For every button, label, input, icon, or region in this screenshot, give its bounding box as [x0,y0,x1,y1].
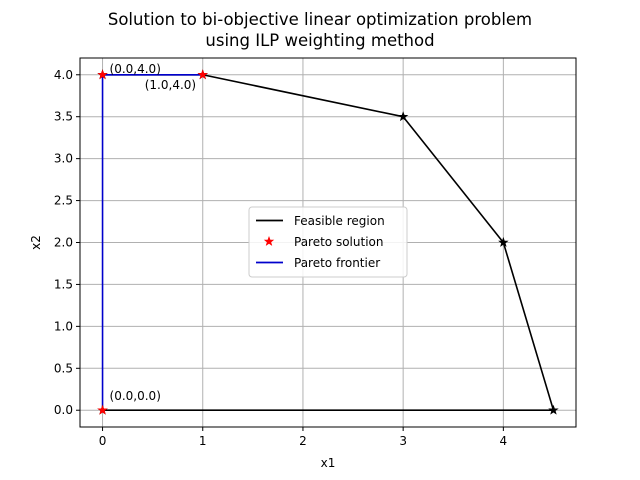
x-axis-title: x1 [321,456,336,470]
y-tick-label: 4.0 [54,68,73,82]
feasible-region-point [397,111,409,122]
legend-swatch [263,236,275,246]
pareto-solution-point [197,69,208,80]
y-tick-label: 2.5 [54,194,73,208]
point-annotation: (0.0,4.0) [110,62,161,76]
feasible-region-point [548,404,559,415]
annotations: (0.0,4.0) (1.0,4.0) (0.0,0.0) [110,62,197,403]
ticks: 0 1 2 3 4 0.0 0.5 1.0 1.5 2.0 2.5 3.0 3.5 4.0 [54,68,507,448]
x-tick-label: 1 [199,434,207,448]
x-tick-label: 3 [399,434,407,448]
x-tick-label: 0 [99,434,107,448]
legend-box [248,206,408,278]
y-tick-label: 3.5 [54,110,73,124]
y-tick-label: 0.5 [54,361,73,375]
title-line: using ILP weighting method [205,31,434,50]
pareto-solution-point [97,404,108,415]
title-line: Solution to bi-objective linear optimiza… [108,10,532,29]
legend-label: Feasible region [294,214,385,228]
y-tick-label: 3.0 [54,152,73,166]
y-tick-label: 1.5 [54,277,73,291]
pareto-solution-point [97,69,108,80]
y-tick-label: 1.0 [54,319,73,333]
point-annotation: (0.0,0.0) [110,389,161,403]
y-tick-label: 0.0 [54,403,73,417]
point-annotation: (1.0,4.0) [145,78,196,92]
x-tick-label: 4 [500,434,508,448]
feasible-region-point [498,237,509,247]
y-tick-label: 2.0 [54,236,73,250]
legend-label: Pareto frontier [294,256,380,270]
markers [97,69,559,415]
legend: Feasible region Pareto solution Pareto fro… [248,206,408,278]
legend-label: Pareto solution [294,235,383,249]
y-axis-title: x2 [29,235,43,250]
x-tick-label: 2 [299,434,307,448]
chart-title: Solution to bi-objective linear optimiza… [108,10,532,50]
